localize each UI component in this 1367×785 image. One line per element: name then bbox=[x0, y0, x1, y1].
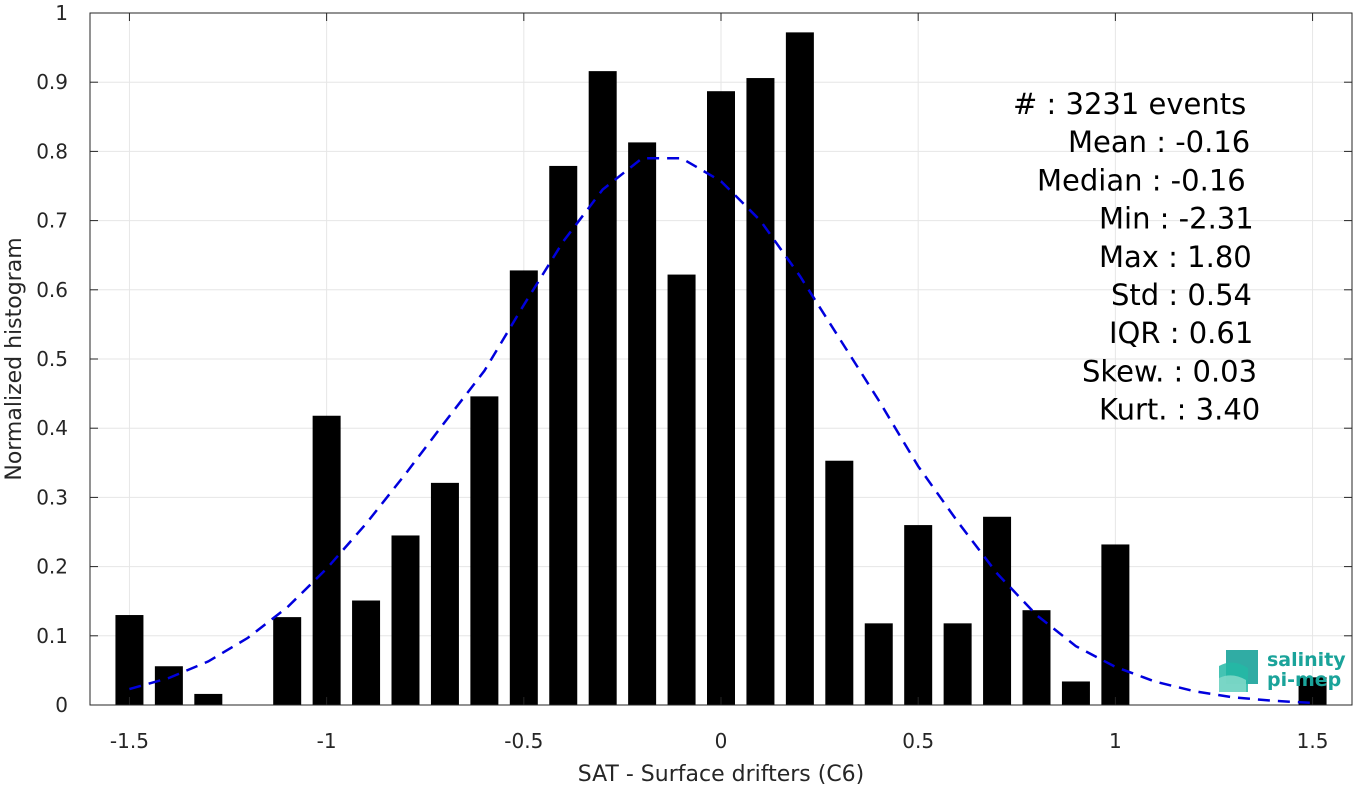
x-tick-label-5: 1 bbox=[1109, 729, 1122, 753]
stat-line-5: Std : 0.54 bbox=[1111, 278, 1252, 312]
histogram-bar-9 bbox=[509, 270, 538, 705]
histogram-bar-10 bbox=[549, 165, 578, 705]
histogram-bar-8 bbox=[470, 396, 499, 705]
stat-line-3: Min : -2.31 bbox=[1099, 202, 1254, 236]
y-tick-label-1: 0.1 bbox=[36, 624, 68, 648]
y-tick-label-3: 0.3 bbox=[36, 485, 68, 509]
histogram-bar-13 bbox=[667, 274, 696, 705]
y-tick-label-5: 0.5 bbox=[36, 347, 68, 371]
x-tick-label-2: -0.5 bbox=[504, 729, 543, 753]
stat-line-6: IQR : 0.61 bbox=[1109, 316, 1253, 350]
histogram-bar-18 bbox=[864, 623, 893, 705]
histogram-bar-5 bbox=[352, 600, 381, 705]
histogram-bar-16 bbox=[785, 32, 814, 706]
stat-line-0: # : 3231 events bbox=[1013, 87, 1246, 121]
histogram-bar-19 bbox=[904, 525, 933, 705]
histogram-bar-0 bbox=[115, 615, 144, 705]
histogram-bar-3 bbox=[273, 617, 302, 705]
y-axis-label: Normalized histogram bbox=[2, 237, 27, 480]
histogram-bar-11 bbox=[588, 71, 617, 706]
salinity-pi-mep-logo: salinity pi-mep bbox=[1219, 649, 1346, 692]
logo-mark-icon bbox=[1219, 650, 1258, 692]
logo-line2: pi-mep bbox=[1267, 669, 1341, 691]
histogram-bar-4 bbox=[312, 415, 341, 705]
y-tick-label-0: 0 bbox=[55, 693, 68, 717]
y-tick-label-6: 0.6 bbox=[36, 278, 68, 302]
fit-curve-line bbox=[129, 157, 1313, 705]
histogram-bar-1 bbox=[154, 666, 183, 705]
x-tick-label-1: -1 bbox=[317, 729, 337, 753]
tick-labels: -1.5 -1 -0.5 0 0.5 1 1.5 0 0.1 0.2 0.3 0.4 0.5 0.6 0.7… bbox=[36, 1, 1328, 753]
y-tick-label-4: 0.4 bbox=[36, 416, 68, 440]
histogram-bar-15 bbox=[746, 78, 775, 706]
statistics-box: # : 3231 events Mean : -0.16 Median : -0.1… bbox=[1013, 87, 1260, 427]
stat-line-8: Kurt. : 3.40 bbox=[1099, 393, 1260, 427]
logo-line1: salinity bbox=[1267, 649, 1346, 671]
stat-line-7: Skew. : 0.03 bbox=[1082, 354, 1257, 388]
y-tick-label-8: 0.8 bbox=[36, 139, 68, 163]
stat-line-2: Median : -0.16 bbox=[1037, 163, 1246, 197]
stat-line-4: Max : 1.80 bbox=[1099, 240, 1252, 274]
y-tick-label-2: 0.2 bbox=[36, 555, 68, 579]
y-tick-label-10: 1 bbox=[55, 1, 68, 25]
histogram-bar-2 bbox=[194, 693, 223, 705]
histogram-bar-24 bbox=[1101, 544, 1130, 705]
axes bbox=[89, 12, 1353, 706]
gaussian-fit bbox=[129, 157, 1313, 705]
histogram-bar-12 bbox=[628, 142, 657, 706]
stat-line-1: Mean : -0.16 bbox=[1068, 125, 1250, 159]
histogram-bar-7 bbox=[430, 482, 459, 705]
y-tick-label-9: 0.9 bbox=[36, 70, 68, 94]
histogram-bar-17 bbox=[825, 460, 854, 705]
histogram-bar-14 bbox=[707, 91, 735, 706]
x-tick-label-0: -1.5 bbox=[110, 729, 149, 753]
histogram-bars bbox=[115, 32, 1327, 706]
x-axis-label: SAT - Surface drifters (C6) bbox=[578, 762, 865, 785]
x-tick-label-6: 1.5 bbox=[1297, 729, 1329, 753]
histogram-bar-22 bbox=[1022, 610, 1051, 705]
histogram-bar-20 bbox=[943, 623, 972, 705]
histogram-bar-23 bbox=[1061, 681, 1090, 705]
x-tick-label-4: 0.5 bbox=[902, 729, 934, 753]
histogram-bar-21 bbox=[983, 516, 1012, 705]
histogram-bar-6 bbox=[391, 535, 420, 705]
y-tick-label-7: 0.7 bbox=[36, 209, 68, 233]
x-tick-label-3: 0 bbox=[715, 729, 728, 753]
